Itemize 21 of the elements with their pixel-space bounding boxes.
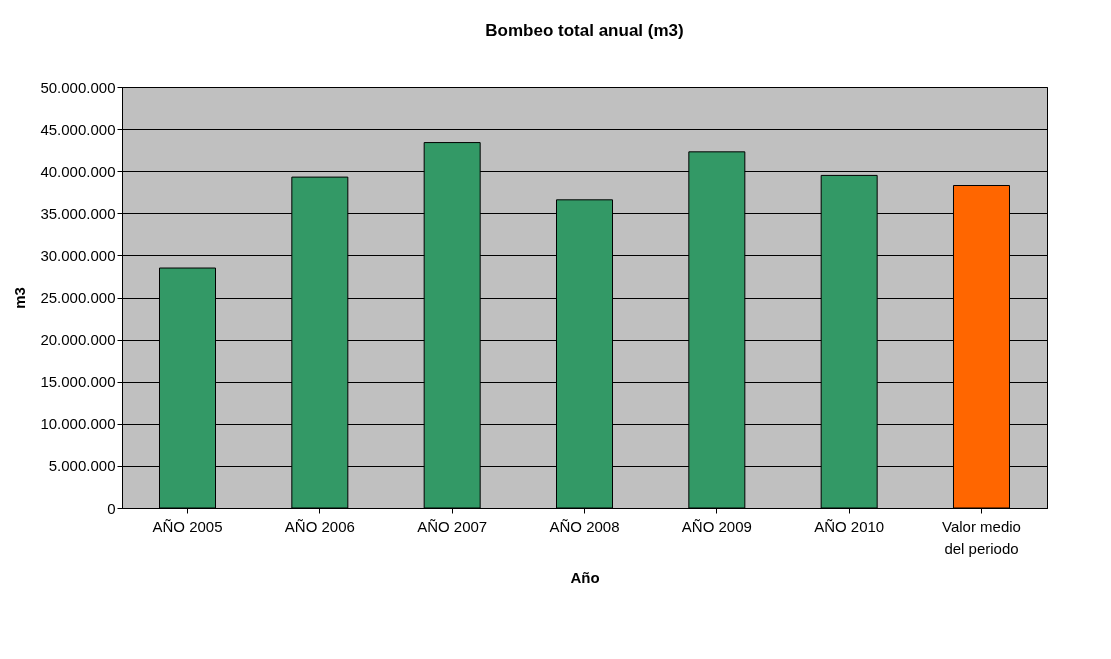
y-tick-label: 50.000.000 bbox=[40, 78, 116, 96]
x-tick-label: AÑO 2008 bbox=[549, 517, 620, 535]
y-tick-label: 0 bbox=[107, 499, 116, 517]
x-tick-label: AÑO 2009 bbox=[681, 517, 752, 535]
chart-title: Bombeo total anual (m3) bbox=[485, 21, 684, 40]
x-axis-title: Año bbox=[570, 568, 600, 586]
x-tick-label: AÑO 2010 bbox=[814, 517, 885, 535]
y-tick-label: 5.000.000 bbox=[48, 457, 116, 475]
x-tick-label: AÑO 2006 bbox=[284, 517, 355, 535]
x-tick-label: AÑO 2005 bbox=[152, 517, 223, 535]
y-tick-label: 15.000.000 bbox=[40, 373, 116, 391]
y-tick-label: 35.000.000 bbox=[40, 204, 116, 222]
x-tick-label: Valor medio del periodo bbox=[942, 517, 1021, 557]
y-tick-label: 40.000.000 bbox=[40, 162, 116, 180]
y-tick-label: 30.000.000 bbox=[40, 246, 116, 264]
y-tick-label: 10.000.000 bbox=[40, 415, 116, 433]
y-axis-title: m3 bbox=[11, 287, 29, 309]
y-tick-label: 45.000.000 bbox=[40, 120, 116, 138]
y-tick-label: 25.000.000 bbox=[40, 289, 116, 306]
x-tick-label: AÑO 2007 bbox=[417, 517, 488, 535]
y-tick-label: 20.000.000 bbox=[40, 331, 116, 349]
